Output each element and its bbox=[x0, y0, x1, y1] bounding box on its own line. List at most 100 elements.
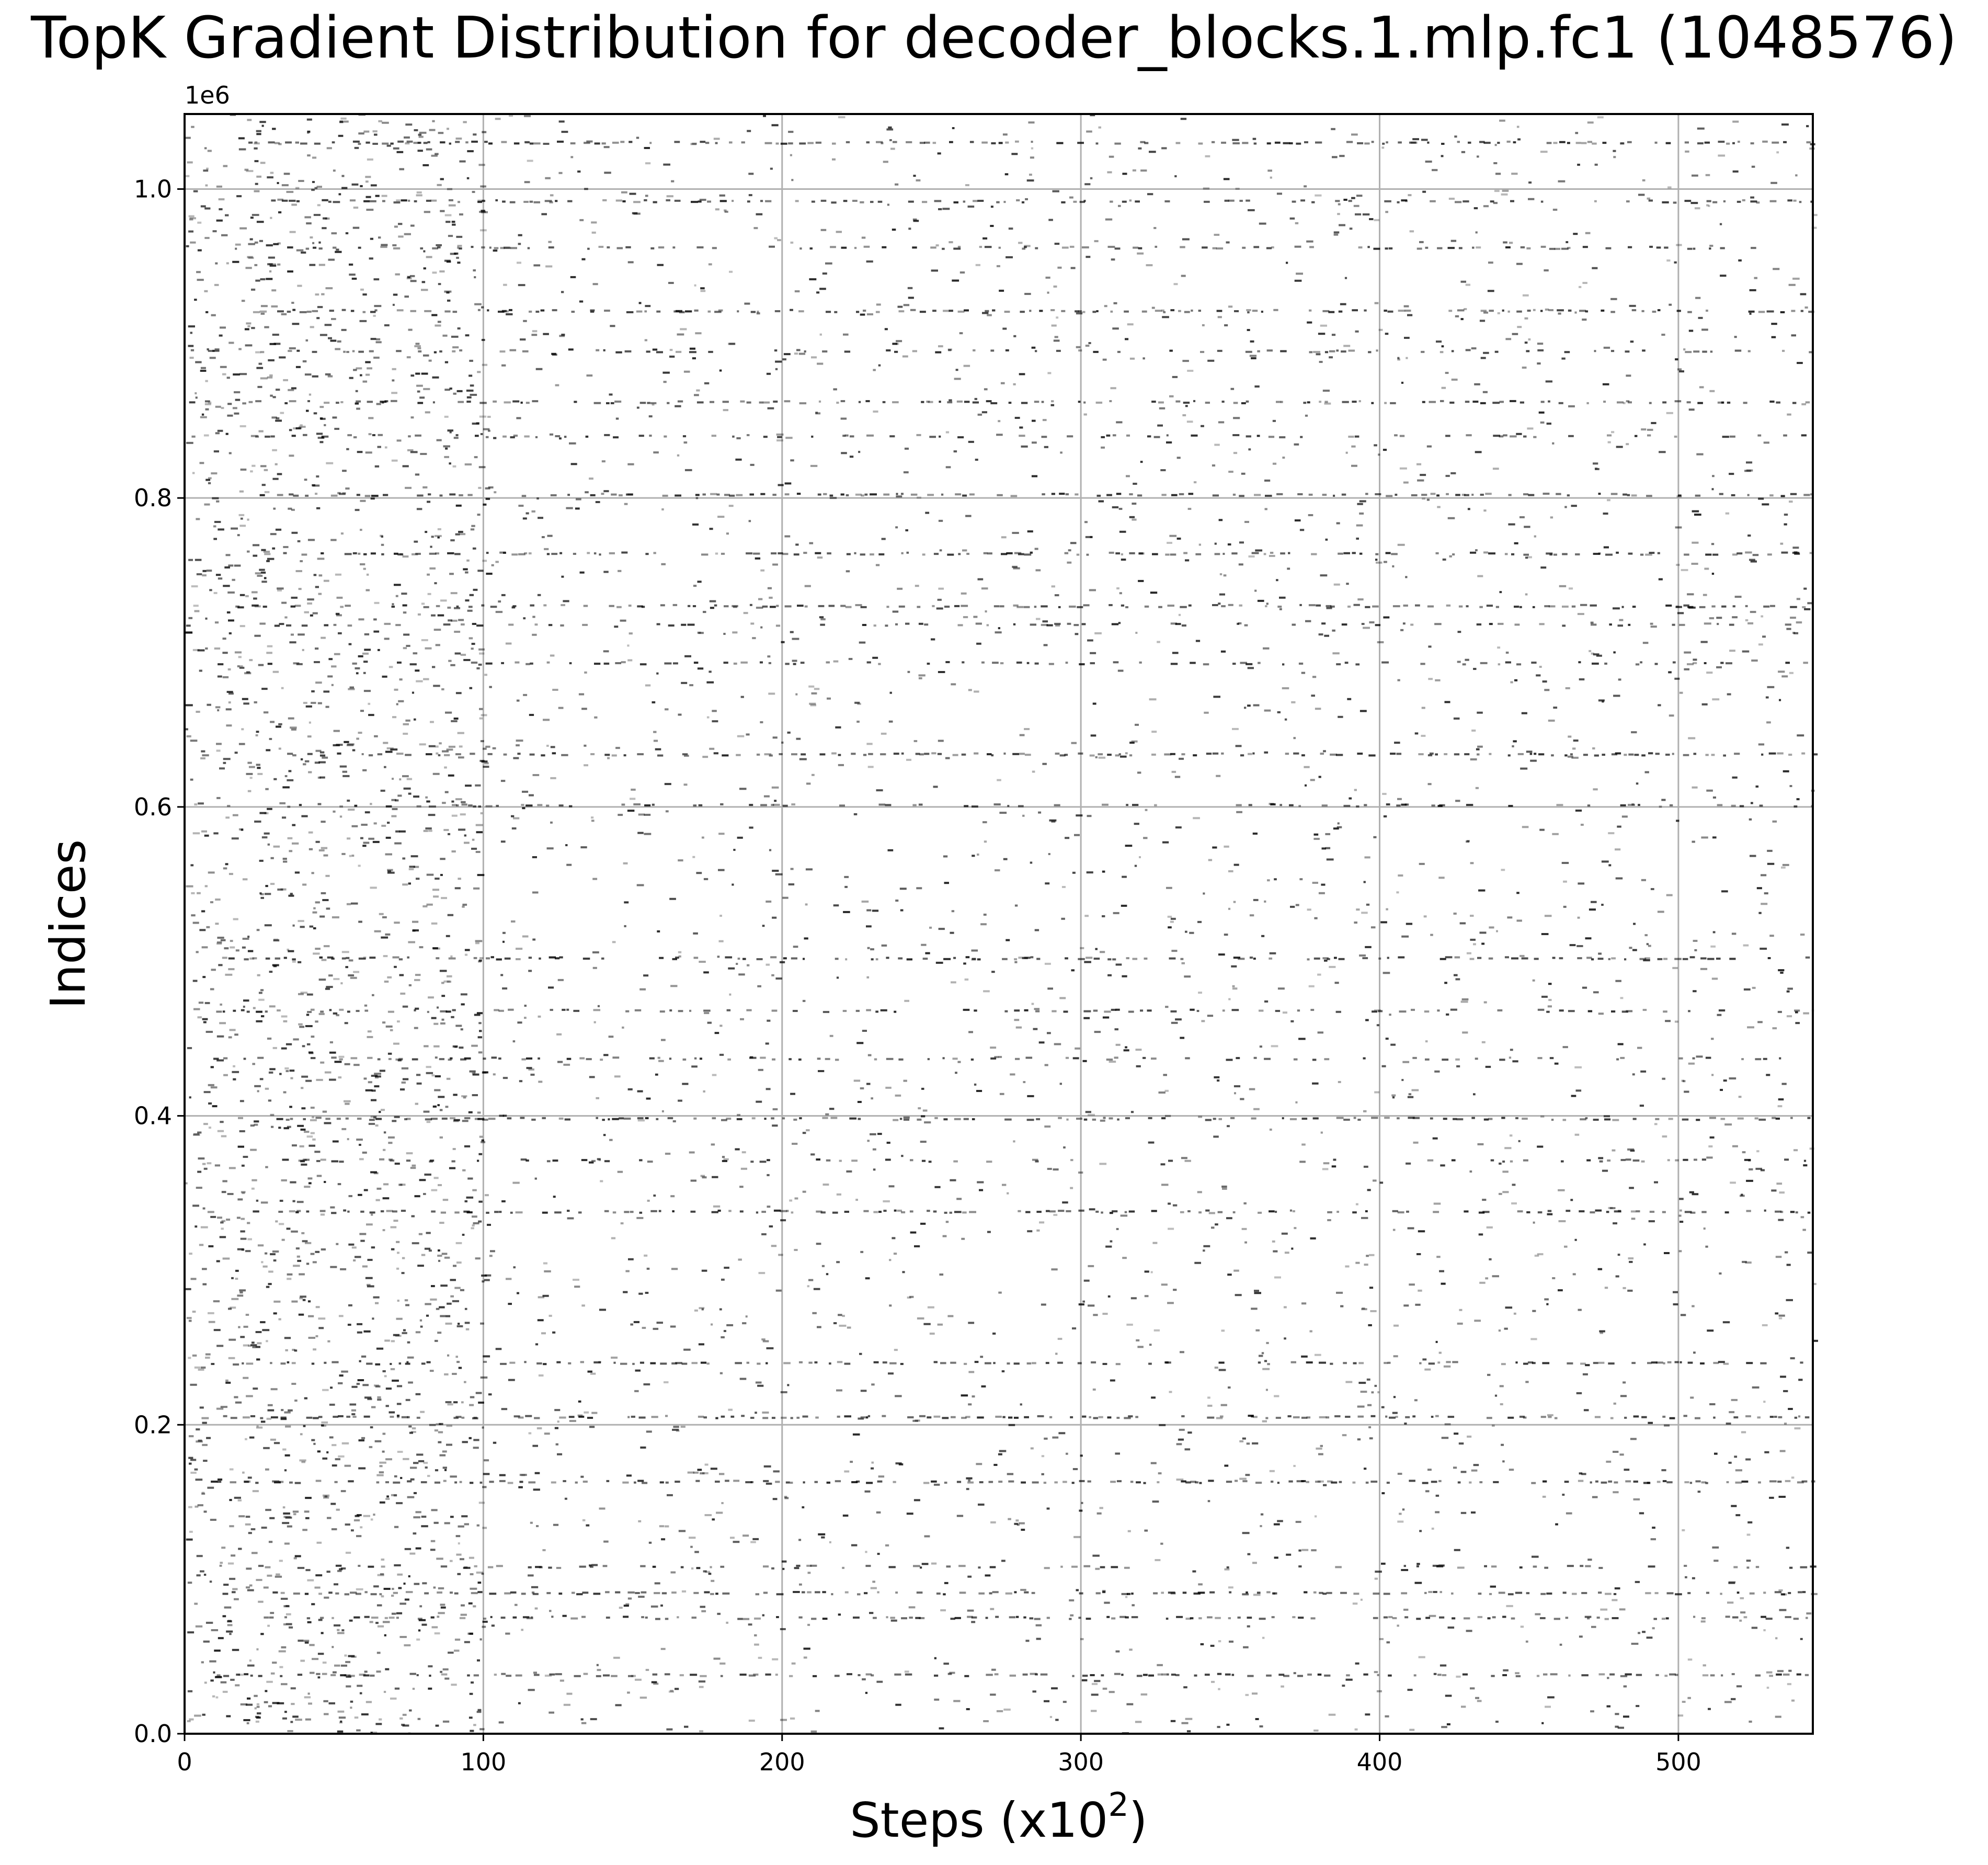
data-point bbox=[1184, 1159, 1191, 1162]
data-point bbox=[215, 262, 218, 265]
data-point bbox=[767, 587, 772, 589]
data-point bbox=[1608, 1480, 1613, 1483]
data-point bbox=[1152, 1500, 1159, 1503]
data-point bbox=[525, 402, 530, 404]
data-point bbox=[597, 1158, 601, 1161]
data-point bbox=[393, 1494, 397, 1497]
data-point bbox=[627, 1088, 633, 1090]
data-point bbox=[259, 310, 267, 313]
data-point bbox=[1384, 200, 1391, 202]
data-point bbox=[796, 493, 801, 495]
data-point bbox=[1778, 1496, 1786, 1498]
data-point bbox=[1316, 1447, 1322, 1450]
data-point bbox=[972, 1118, 975, 1120]
data-point bbox=[350, 310, 355, 312]
data-point bbox=[990, 1057, 997, 1060]
data-point bbox=[1778, 969, 1785, 972]
data-point bbox=[587, 552, 590, 554]
data-point bbox=[1176, 1616, 1183, 1618]
data-point bbox=[482, 1625, 486, 1628]
data-point bbox=[855, 493, 862, 496]
data-point bbox=[1383, 1616, 1388, 1619]
data-point bbox=[451, 1684, 457, 1686]
data-point bbox=[327, 675, 333, 678]
data-point bbox=[269, 1616, 274, 1619]
data-point bbox=[770, 956, 777, 959]
data-point bbox=[503, 283, 507, 286]
data-point bbox=[1390, 402, 1396, 404]
data-point bbox=[1739, 805, 1744, 808]
data-point bbox=[1421, 350, 1425, 353]
data-point bbox=[945, 431, 950, 434]
data-point bbox=[966, 553, 969, 555]
data-point bbox=[1273, 1592, 1275, 1595]
data-point bbox=[689, 1537, 696, 1539]
data-point bbox=[1064, 754, 1068, 756]
data-point bbox=[1594, 163, 1598, 166]
data-point bbox=[949, 1671, 955, 1674]
data-point bbox=[1679, 1361, 1682, 1363]
data-point bbox=[421, 1362, 426, 1365]
data-point bbox=[631, 1675, 636, 1677]
data-point bbox=[1304, 1591, 1308, 1594]
data-point bbox=[936, 607, 943, 610]
data-point bbox=[1166, 434, 1169, 437]
data-point bbox=[1528, 494, 1535, 496]
data-point bbox=[1380, 921, 1387, 924]
data-point bbox=[1667, 1361, 1672, 1363]
data-point bbox=[935, 244, 939, 247]
data-point bbox=[1514, 623, 1520, 626]
data-point bbox=[954, 1617, 961, 1619]
data-point bbox=[755, 1412, 757, 1414]
data-point bbox=[1520, 767, 1528, 770]
data-point bbox=[1636, 1210, 1640, 1213]
data-point bbox=[957, 1061, 961, 1063]
data-point bbox=[1421, 707, 1425, 709]
data-point bbox=[948, 349, 952, 351]
data-point bbox=[1298, 1617, 1304, 1619]
data-point bbox=[843, 200, 848, 202]
data-point bbox=[1796, 621, 1802, 624]
data-point bbox=[1065, 957, 1068, 960]
data-point bbox=[325, 1118, 330, 1120]
data-point bbox=[1085, 345, 1090, 347]
data-point bbox=[501, 662, 504, 664]
data-point bbox=[264, 1701, 268, 1703]
data-point bbox=[1746, 1362, 1753, 1364]
data-point bbox=[613, 1656, 620, 1659]
data-point bbox=[791, 957, 797, 960]
data-point bbox=[440, 1604, 445, 1606]
data-point bbox=[792, 1010, 798, 1012]
data-point bbox=[1466, 434, 1472, 437]
data-point bbox=[1475, 1057, 1478, 1060]
data-point bbox=[623, 754, 626, 757]
data-point bbox=[1617, 401, 1624, 404]
data-point bbox=[1521, 957, 1528, 960]
data-point bbox=[1689, 1482, 1693, 1484]
data-point bbox=[567, 494, 570, 496]
data-point bbox=[875, 958, 878, 961]
data-point bbox=[1627, 141, 1632, 143]
data-point bbox=[782, 1560, 787, 1563]
data-point bbox=[1427, 1469, 1432, 1471]
data-point bbox=[894, 1010, 897, 1013]
data-point bbox=[429, 552, 437, 555]
data-point bbox=[819, 333, 822, 336]
data-point bbox=[1713, 1362, 1719, 1364]
data-point bbox=[1126, 1593, 1131, 1595]
data-point bbox=[897, 587, 903, 590]
data-point bbox=[559, 956, 563, 959]
data-point bbox=[1674, 958, 1682, 960]
data-point bbox=[566, 1692, 573, 1695]
data-point bbox=[277, 1009, 281, 1011]
data-point bbox=[218, 663, 224, 666]
data-point bbox=[242, 1471, 245, 1474]
data-point bbox=[1422, 1482, 1429, 1484]
data-point bbox=[1290, 1361, 1296, 1363]
data-point bbox=[274, 1481, 281, 1484]
data-point bbox=[424, 1592, 429, 1595]
data-point bbox=[1501, 1363, 1506, 1366]
data-point bbox=[893, 1119, 899, 1121]
data-point bbox=[306, 1210, 310, 1213]
data-point bbox=[556, 1033, 562, 1036]
